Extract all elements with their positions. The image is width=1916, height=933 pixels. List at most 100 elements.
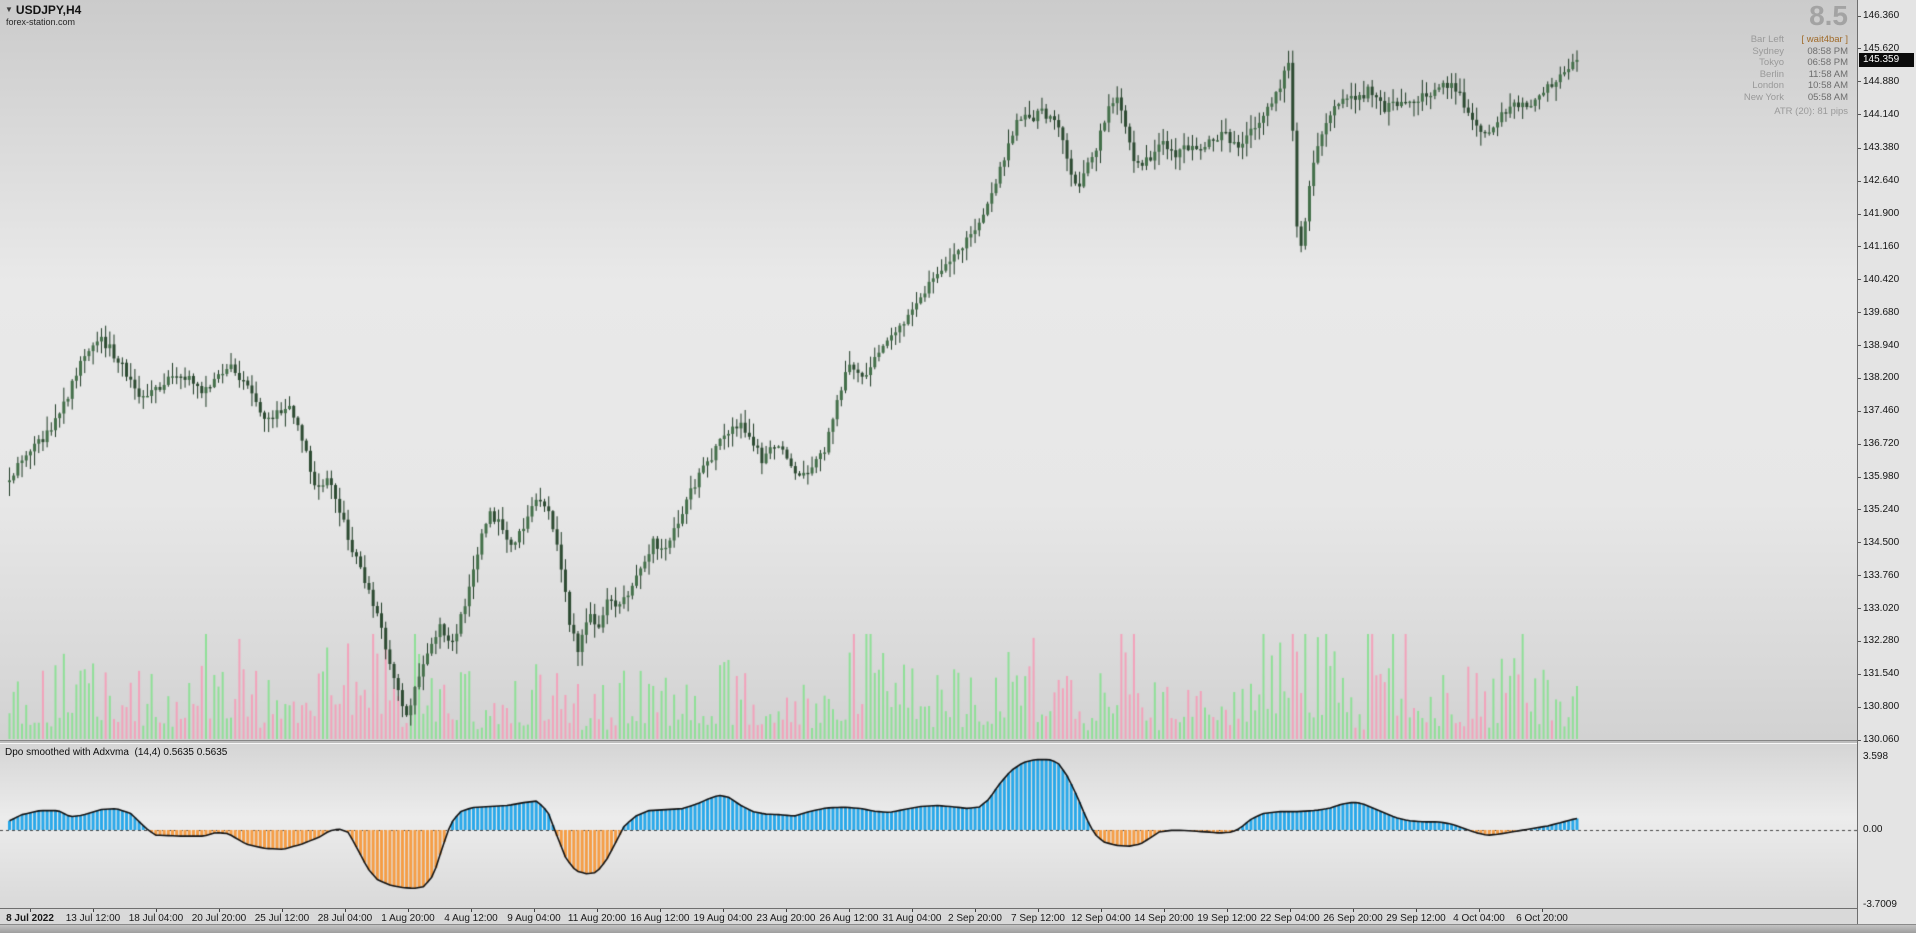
time-axis-tick	[534, 909, 535, 912]
clock-row: New York 05:58 AM	[1658, 92, 1848, 104]
current-price-badge: 145.359	[1859, 53, 1914, 68]
clock-panel: Bar Left [ wait4bar ] Sydney 08:58 PM Tokyo 0…	[1658, 34, 1848, 117]
clock-time-value: 05:58 AM	[1807, 91, 1848, 103]
indicator-axis-min: -3.7009	[1863, 899, 1897, 911]
price-axis-tick	[1858, 81, 1861, 83]
time-axis-label: 9 Aug 04:00	[507, 913, 561, 924]
price-axis-tick	[1858, 377, 1861, 379]
time-axis-label: 28 Jul 04:00	[317, 913, 373, 924]
clock-row: Bar Left [ wait4bar ]	[1658, 34, 1848, 46]
indicator-title: Dpo smoothed with Adxvma (14,4) 0.5635 0…	[5, 747, 228, 758]
price-axis-tick	[1858, 640, 1861, 642]
price-axis-label: 140.420	[1863, 273, 1900, 285]
time-axis-tick	[93, 909, 94, 912]
time-axis-label: 12 Sep 04:00	[1071, 913, 1131, 924]
symbol-title: ▼ USDJPY,H4	[5, 3, 81, 17]
price-axis-tick	[1858, 180, 1861, 182]
time-axis-tick	[786, 909, 787, 912]
time-axis-label: 4 Oct 04:00	[1453, 913, 1505, 924]
time-axis-label: 14 Sep 20:00	[1134, 913, 1194, 924]
time-axis-tick	[849, 909, 850, 912]
indicator-panel[interactable]	[0, 744, 1857, 908]
time-axis-label: 1 Aug 20:00	[381, 913, 435, 924]
time-axis-label: 7 Sep 12:00	[1011, 913, 1065, 924]
time-axis-label: 20 Jul 20:00	[191, 913, 247, 924]
indicator-axis-zero: 0.00	[1863, 824, 1883, 835]
price-axis[interactable]: 145.359 3.598 0.00 -3.7009 146.360 145.62…	[1857, 0, 1916, 924]
time-axis-tick	[1479, 909, 1480, 912]
price-axis-tick	[1858, 542, 1861, 544]
price-axis-label: 143.380	[1863, 142, 1900, 154]
clock-row: Berlin 11:58 AM	[1658, 69, 1848, 81]
price-axis-label: 133.760	[1863, 569, 1900, 581]
price-axis-tick	[1858, 147, 1861, 149]
price-axis-label: 144.880	[1863, 75, 1900, 87]
price-chart-panel[interactable]	[0, 0, 1857, 740]
clock-city-label: Tokyo	[1759, 57, 1784, 69]
time-axis-label: 4 Aug 12:00	[444, 913, 498, 924]
clock-time-value: 10:58 AM	[1807, 80, 1848, 92]
atr-label: ATR (20): 81 pips	[1774, 105, 1848, 117]
time-axis-tick	[1227, 909, 1228, 912]
time-axis-tick	[471, 909, 472, 912]
time-axis-tick	[219, 909, 220, 912]
price-axis-tick	[1858, 739, 1861, 741]
price-axis-tick	[1858, 279, 1861, 281]
time-axis-tick	[1164, 909, 1165, 912]
time-axis-tick	[912, 909, 913, 912]
price-axis-label: 136.720	[1863, 438, 1900, 450]
price-axis-tick	[1858, 246, 1861, 248]
price-axis-tick	[1858, 312, 1861, 314]
price-axis-label: 142.640	[1863, 175, 1900, 187]
price-axis-tick	[1858, 213, 1861, 215]
time-axis-tick	[1542, 909, 1543, 912]
clock-city-label: Sydney	[1752, 45, 1784, 57]
price-axis-tick	[1858, 15, 1861, 17]
time-axis-label: 26 Aug 12:00	[819, 913, 879, 924]
time-axis-tick	[282, 909, 283, 912]
time-axis-label: 11 Aug 20:00	[567, 913, 627, 924]
time-axis-label: 8 Jul 2022	[6, 913, 54, 924]
price-axis-tick	[1858, 476, 1861, 478]
panel-separator[interactable]	[0, 740, 1857, 744]
time-axis-label: 23 Aug 20:00	[756, 913, 816, 924]
time-axis-tick	[723, 909, 724, 912]
clock-time-value: [ wait4bar ]	[1801, 34, 1848, 45]
chart-menu-dropdown-icon[interactable]: ▼	[5, 5, 13, 14]
time-axis-tick	[1353, 909, 1354, 912]
time-axis-label: 6 Oct 20:00	[1516, 913, 1568, 924]
price-axis-label: 146.360	[1863, 10, 1900, 21]
indicator-axis-max: 3.598	[1863, 750, 1889, 762]
time-axis-tick	[1038, 909, 1039, 912]
price-axis-label: 139.680	[1863, 306, 1900, 318]
clock-row: Sydney 08:58 PM	[1658, 46, 1848, 58]
time-axis-tick	[408, 909, 409, 912]
time-axis-label: 13 Jul 12:00	[65, 913, 121, 924]
price-axis-label: 141.160	[1863, 240, 1900, 252]
price-axis-label: 144.140	[1863, 108, 1900, 120]
price-axis-tick	[1858, 114, 1861, 116]
time-axis-tick	[1101, 909, 1102, 912]
price-axis-tick	[1858, 509, 1861, 511]
time-axis-tick	[597, 909, 598, 912]
price-axis-label: 130.800	[1863, 701, 1900, 713]
clock-time-value: 06:58 PM	[1807, 57, 1848, 69]
price-axis-tick	[1858, 608, 1861, 610]
price-axis-label: 130.060	[1863, 734, 1900, 746]
price-chart-canvas[interactable]	[0, 0, 1857, 740]
price-axis-tick	[1858, 410, 1861, 412]
time-axis-label: 16 Aug 12:00	[630, 913, 690, 924]
price-axis-label: 134.500	[1863, 536, 1900, 548]
clock-city-label: Berlin	[1759, 68, 1784, 80]
indicator-canvas[interactable]	[0, 744, 1857, 908]
clock-city-label: New York	[1743, 91, 1784, 103]
price-axis-label: 138.200	[1863, 372, 1900, 384]
clock-time-value: 11:58 AM	[1808, 68, 1848, 80]
price-axis-tick	[1858, 673, 1861, 675]
price-axis-label: 133.020	[1863, 602, 1900, 614]
price-axis-tick	[1858, 706, 1861, 708]
price-axis-label: 137.460	[1863, 405, 1900, 417]
clock-row: London 10:58 AM	[1658, 80, 1848, 92]
symbol-timeframe-label: USDJPY,H4	[15, 3, 82, 17]
